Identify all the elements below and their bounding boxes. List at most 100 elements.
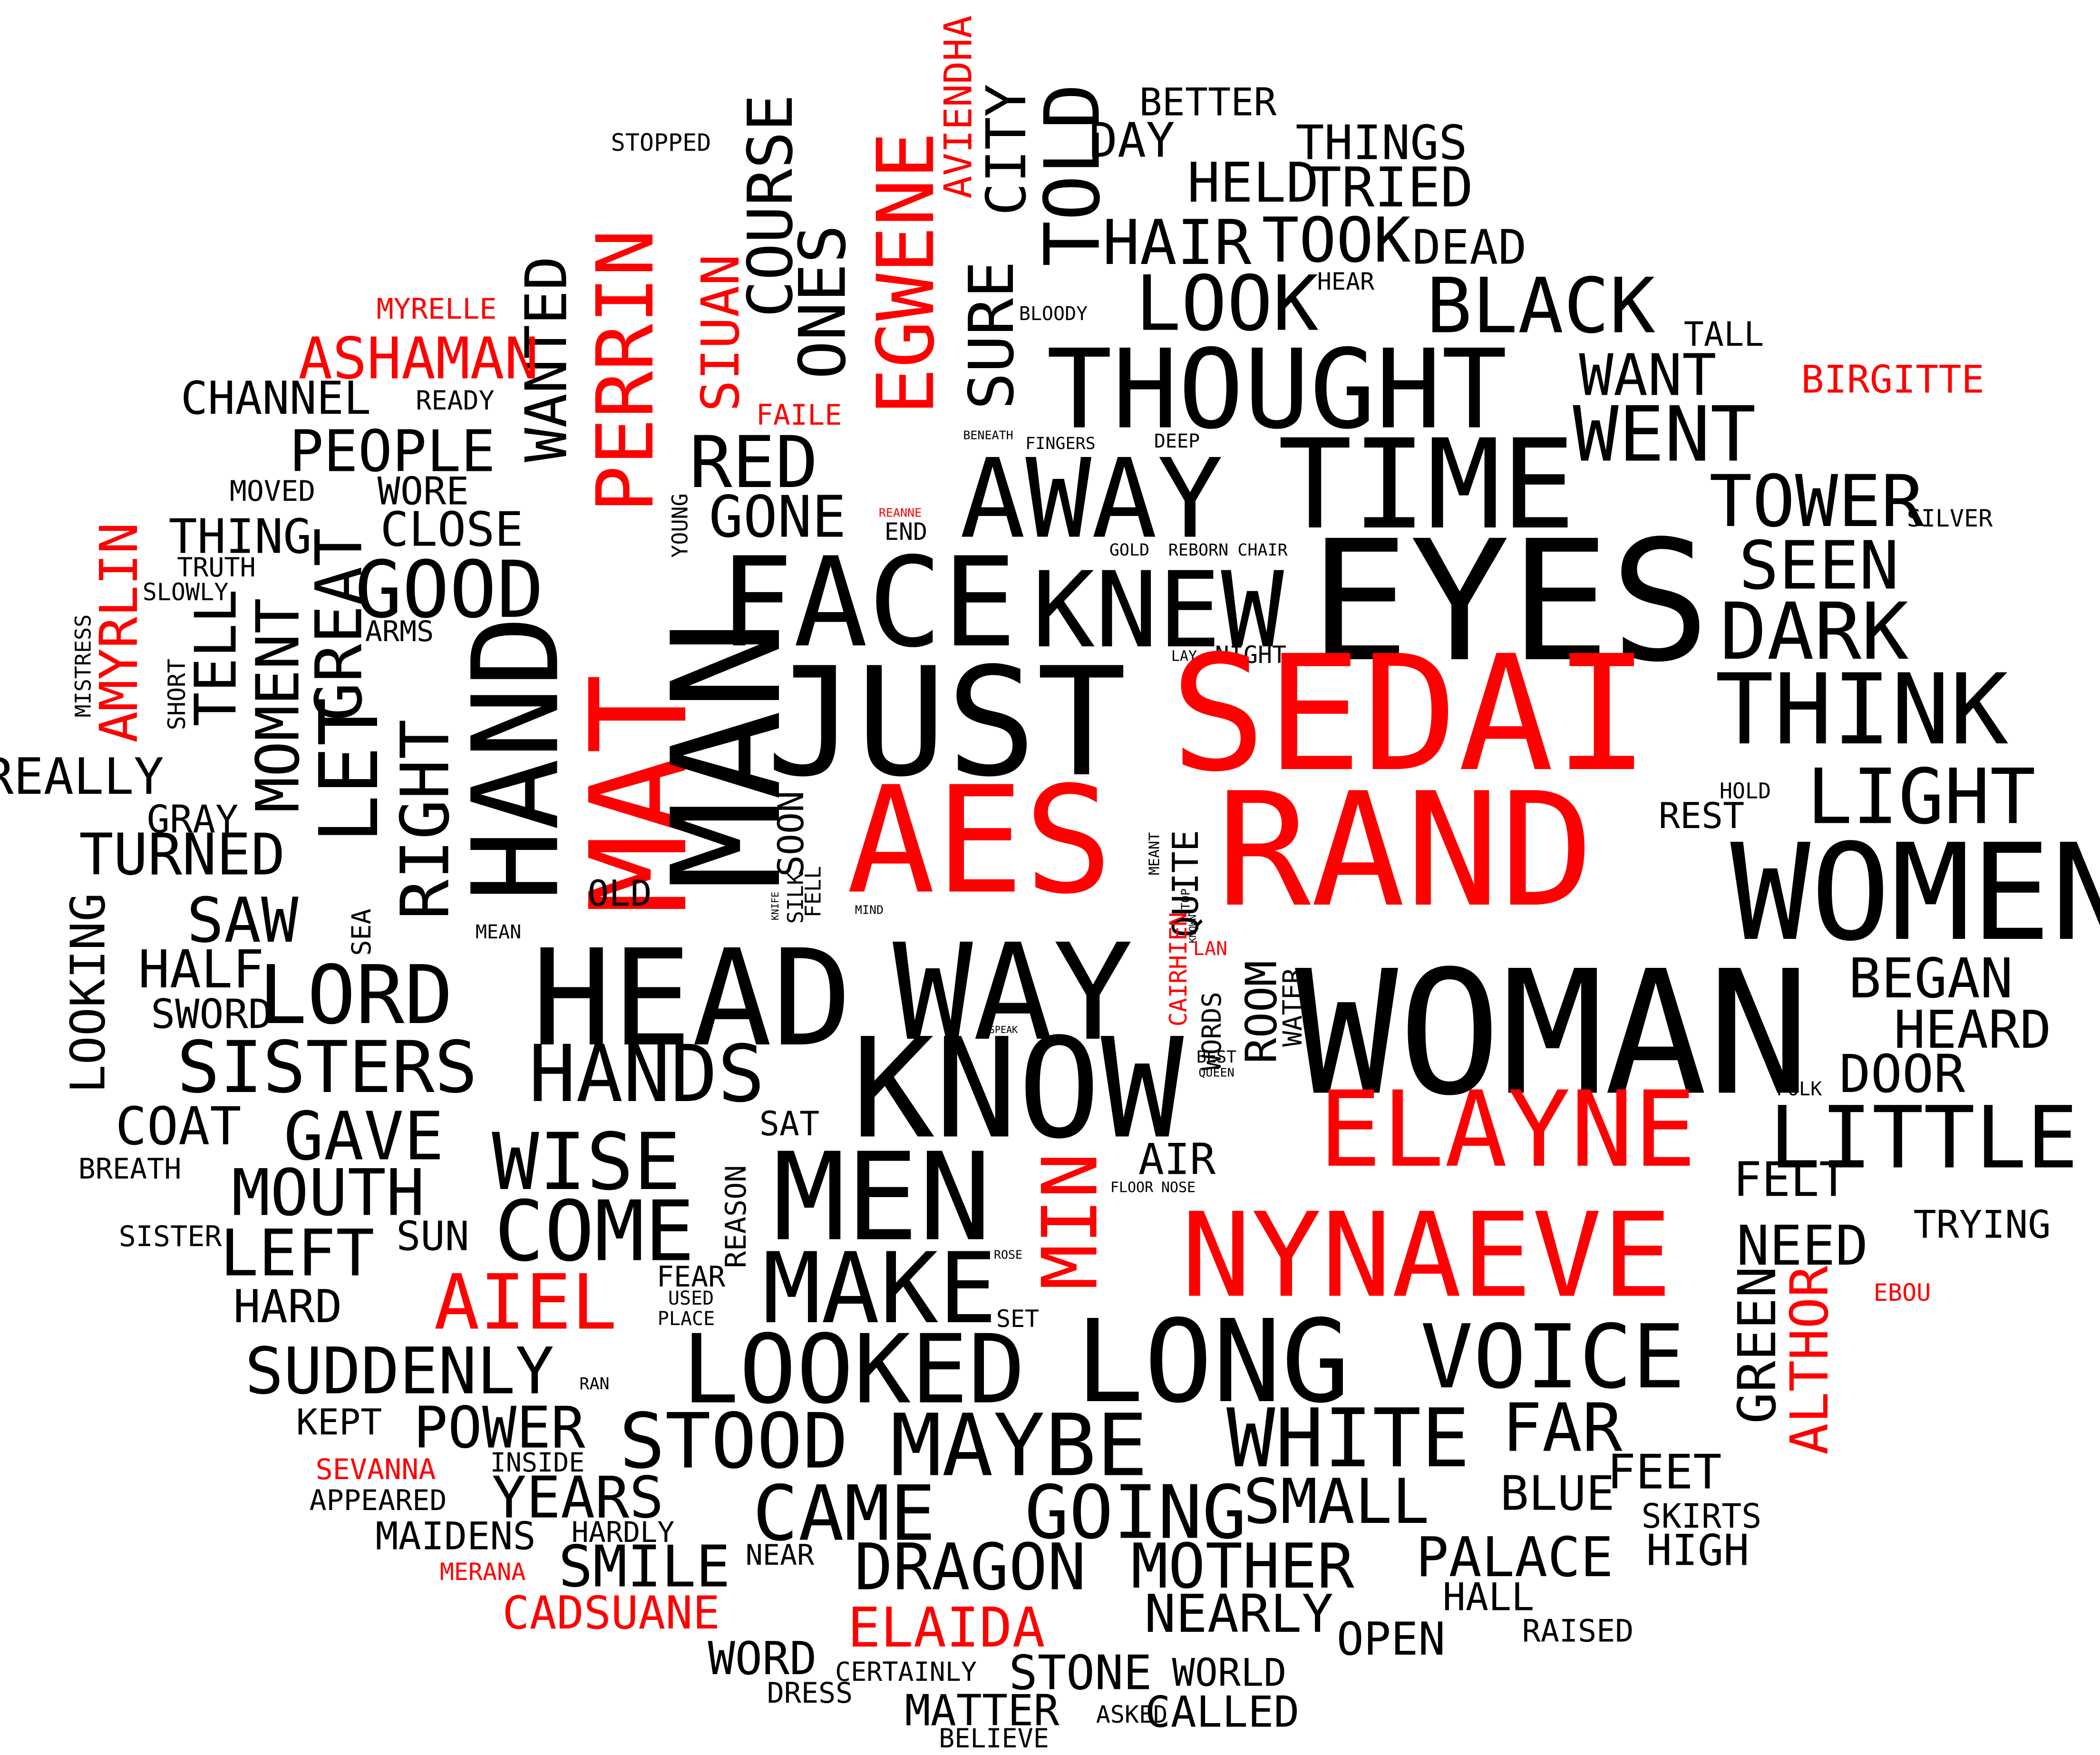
word-sister: SISTER: [119, 1220, 223, 1253]
word-hall: HALL: [1443, 1575, 1535, 1619]
word-hardly: HARDLY: [572, 1516, 675, 1549]
word-rose: ROSE: [994, 1248, 1022, 1262]
word-wise: WISE: [492, 1116, 681, 1208]
word-stood: STOOD: [619, 1397, 848, 1486]
word-eyes: EYES: [1310, 505, 1711, 699]
word-blue: BLUE: [1500, 1466, 1615, 1521]
word-told: TOLD: [1028, 83, 1117, 266]
word-faile: FAILE: [756, 399, 842, 432]
word-aviendha: AVIENDHA: [936, 15, 981, 198]
word-man: MAN: [641, 620, 815, 891]
word-chair: CHAIR: [1237, 541, 1288, 560]
word-known: KNOWN: [1187, 915, 1198, 943]
word-fingers: FINGERS: [1025, 434, 1096, 453]
word-hands: HANDS: [529, 1028, 765, 1120]
word-away: AWAY: [960, 436, 1223, 563]
word-siuan: SIUAN: [690, 254, 751, 411]
word-black: BLACK: [1426, 262, 1655, 351]
word-moved: MOVED: [230, 475, 316, 508]
word-right: RIGHT: [387, 719, 465, 919]
word-sun: SUN: [396, 1213, 469, 1260]
word-hard: HARD: [233, 1281, 342, 1333]
word-coat: COAT: [116, 1096, 242, 1157]
word-sevanna: SEVANNA: [316, 1453, 436, 1486]
word-saw: SAW: [187, 884, 299, 956]
word-min: MIN: [1026, 1153, 1115, 1290]
word-birgitte: BIRGITTE: [1801, 358, 1984, 402]
word-reanne: REANNE: [879, 506, 922, 520]
word-aiel: AIEL: [434, 1258, 617, 1347]
word-moment: MOMENT: [244, 598, 313, 813]
word-make: MAKE: [762, 1232, 997, 1346]
word-half: HALF: [138, 939, 264, 1000]
word-white: WHITE: [1226, 1392, 1470, 1486]
word-ashaman: ASHAMAN: [298, 326, 539, 392]
word-sedai: SEDAI: [1170, 622, 1650, 807]
word-sat: SAT: [759, 1104, 819, 1143]
word-hold: HOLD: [1720, 779, 1771, 804]
word-head: HEAD: [532, 921, 852, 1076]
word-women: WOMEN: [1731, 816, 2100, 971]
word-dead: DEAD: [1412, 220, 1527, 275]
word-good: GOOD: [355, 544, 544, 635]
word-maybe: MAYBE: [890, 1396, 1148, 1496]
word-air: AIR: [1138, 1135, 1216, 1185]
word-matter: MATTER: [904, 1686, 1060, 1736]
word-went: WENT: [1573, 390, 1756, 479]
word-tall: TALL: [1684, 315, 1764, 354]
word-speak: SPEAK: [989, 1024, 1018, 1035]
word-knife: KNIFE: [769, 892, 781, 920]
word-myrelle: MYRELLE: [377, 292, 497, 326]
word-voice: VOICE: [1420, 1306, 1685, 1408]
word-egwene: EGWENE: [860, 132, 952, 415]
word-night: NIGHT: [1215, 641, 1287, 669]
word-wore: WORE: [378, 469, 469, 514]
word-end: END: [885, 518, 927, 546]
word-sword: SWORD: [151, 991, 272, 1038]
word-years: YEARS: [492, 1465, 663, 1531]
word-short: SHORT: [163, 659, 191, 731]
word-great: GREAT: [302, 528, 377, 721]
word-wanted: WANTED: [514, 256, 580, 462]
word-deep: DEEP: [1154, 430, 1200, 452]
word-raised: RAISED: [1522, 1614, 1634, 1649]
word-need: NEED: [1737, 1214, 1868, 1278]
word-gold: GOLD: [1109, 541, 1149, 560]
word-long: LONG: [1075, 1295, 1350, 1428]
word-close: CLOSE: [380, 502, 523, 557]
word-small: SMALL: [1243, 1465, 1429, 1538]
word-elayne: ELAYNE: [1319, 1069, 1697, 1190]
word-words: WORDS: [1196, 992, 1227, 1071]
word-time: TIME: [1278, 413, 1575, 557]
word-seen: SEEN: [1739, 527, 1899, 605]
word-want: WANT: [1579, 343, 1717, 409]
word-stone: STONE: [1009, 1645, 1152, 1701]
word-stopped: STOPPED: [611, 129, 711, 156]
word-maidens: MAIDENS: [375, 1514, 535, 1559]
word-reborn: REBORN: [1168, 541, 1228, 560]
word-world: WORLD: [1172, 1651, 1287, 1695]
word-thought: THOUGHT: [1046, 327, 1507, 454]
word-asked: ASKED: [1096, 1701, 1168, 1728]
word-sea: SEA: [346, 908, 377, 956]
word-nearly: NEARLY: [1144, 1583, 1333, 1644]
word-water: WATER: [1277, 967, 1308, 1046]
word-called: CALLED: [1145, 1687, 1299, 1737]
word-think: THINK: [1715, 653, 2008, 767]
word-queen: QUEEN: [1198, 1066, 1234, 1080]
word-merana: MERANA: [440, 1558, 526, 1586]
word-felt: FELT: [1733, 1152, 1848, 1208]
word-sisters: SISTERS: [177, 1026, 477, 1109]
word-meant: MEANT: [1147, 832, 1163, 875]
word-lan: LAN: [1193, 938, 1227, 960]
word-arms: ARMS: [365, 615, 434, 648]
word-floor: FLOOR: [1110, 1180, 1154, 1196]
word-face: FACE: [719, 531, 1017, 675]
word-channel: CHANNEL: [181, 372, 371, 425]
word-amyrlin: AMYRLIN: [88, 522, 149, 743]
word-knew: KNEW: [1032, 549, 1284, 671]
word-hand: HAND: [447, 615, 585, 902]
word-palace: PALACE: [1416, 1526, 1613, 1589]
word-near: NEAR: [746, 1539, 815, 1572]
